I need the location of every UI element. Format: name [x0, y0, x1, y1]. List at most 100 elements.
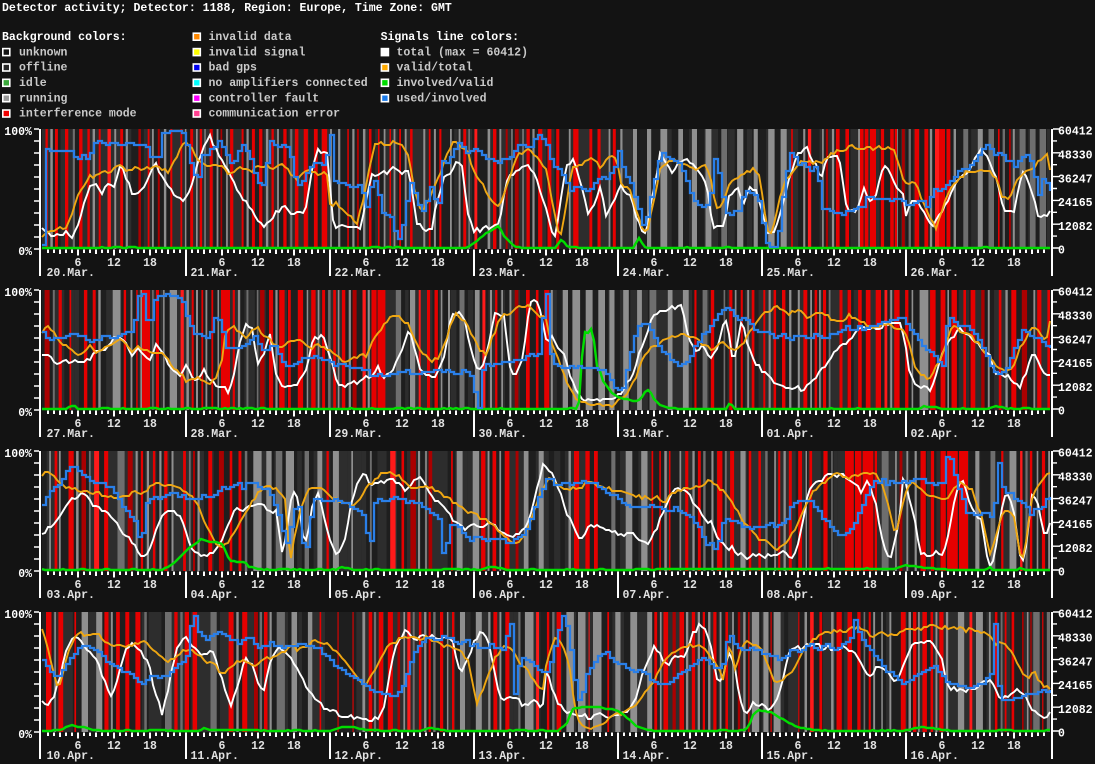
- svg-text:25.Mar.: 25.Mar.: [767, 267, 815, 280]
- svg-text:01.Apr.: 01.Apr.: [767, 428, 815, 441]
- svg-text:48330: 48330: [1058, 311, 1093, 324]
- svg-text:60412: 60412: [1058, 126, 1093, 139]
- svg-text:6: 6: [939, 579, 946, 592]
- svg-text:12: 12: [971, 257, 985, 270]
- svg-text:12: 12: [683, 257, 697, 270]
- svg-text:18: 18: [719, 257, 733, 270]
- svg-text:15.Apr.: 15.Apr.: [767, 750, 815, 763]
- svg-text:36247: 36247: [1058, 334, 1093, 347]
- svg-text:48330: 48330: [1058, 472, 1093, 485]
- svg-text:20.Mar.: 20.Mar.: [47, 267, 95, 280]
- svg-text:12: 12: [539, 418, 553, 431]
- svg-text:6: 6: [651, 257, 658, 270]
- svg-text:12082: 12082: [1058, 221, 1093, 234]
- svg-text:involved/valid: involved/valid: [397, 77, 494, 90]
- svg-text:29.Mar.: 29.Mar.: [335, 428, 383, 441]
- svg-text:controller fault: controller fault: [209, 92, 320, 105]
- svg-text:6: 6: [219, 257, 226, 270]
- svg-text:6: 6: [795, 418, 802, 431]
- svg-text:bad gps: bad gps: [209, 62, 257, 75]
- svg-text:18: 18: [575, 257, 589, 270]
- svg-text:18: 18: [1007, 257, 1021, 270]
- svg-text:6: 6: [219, 740, 226, 753]
- svg-text:Detector activity; Detector: 1: Detector activity; Detector: 1188, Regio…: [2, 2, 452, 15]
- svg-text:12: 12: [107, 740, 121, 753]
- svg-text:12: 12: [395, 418, 409, 431]
- svg-text:18: 18: [863, 579, 877, 592]
- svg-text:12082: 12082: [1058, 543, 1093, 556]
- svg-text:18: 18: [431, 257, 445, 270]
- svg-text:12: 12: [107, 579, 121, 592]
- svg-text:48330: 48330: [1058, 150, 1093, 163]
- svg-text:36247: 36247: [1058, 495, 1093, 508]
- svg-text:6: 6: [363, 418, 370, 431]
- svg-text:Signals line colors:: Signals line colors:: [381, 31, 519, 44]
- svg-text:12: 12: [395, 579, 409, 592]
- svg-text:18: 18: [719, 418, 733, 431]
- svg-text:12: 12: [539, 579, 553, 592]
- svg-text:14.Apr.: 14.Apr.: [623, 750, 671, 763]
- svg-text:22.Mar.: 22.Mar.: [335, 267, 383, 280]
- svg-text:36247: 36247: [1058, 173, 1093, 186]
- svg-text:12: 12: [971, 740, 985, 753]
- svg-text:6: 6: [651, 418, 658, 431]
- svg-text:24165: 24165: [1058, 680, 1093, 693]
- svg-text:unknown: unknown: [19, 46, 67, 59]
- svg-text:18: 18: [287, 257, 301, 270]
- svg-text:6: 6: [795, 740, 802, 753]
- svg-text:12: 12: [539, 257, 553, 270]
- svg-text:18: 18: [143, 579, 157, 592]
- svg-text:05.Apr.: 05.Apr.: [335, 589, 383, 602]
- svg-text:12082: 12082: [1058, 704, 1093, 717]
- svg-text:12: 12: [827, 418, 841, 431]
- svg-text:18: 18: [719, 579, 733, 592]
- svg-text:60412: 60412: [1058, 448, 1093, 461]
- svg-text:0: 0: [1058, 728, 1065, 741]
- svg-text:02.Apr.: 02.Apr.: [911, 428, 959, 441]
- svg-text:18: 18: [1007, 740, 1021, 753]
- svg-text:18: 18: [575, 418, 589, 431]
- svg-text:03.Apr.: 03.Apr.: [47, 589, 95, 602]
- svg-text:23.Mar.: 23.Mar.: [479, 267, 527, 280]
- svg-text:09.Apr.: 09.Apr.: [911, 589, 959, 602]
- svg-text:18: 18: [431, 418, 445, 431]
- svg-text:27.Mar.: 27.Mar.: [47, 428, 95, 441]
- svg-text:6: 6: [75, 418, 82, 431]
- svg-text:18: 18: [863, 257, 877, 270]
- svg-text:interference mode: interference mode: [19, 108, 137, 121]
- svg-text:0: 0: [1058, 245, 1065, 258]
- svg-text:12: 12: [395, 740, 409, 753]
- svg-text:12: 12: [251, 740, 265, 753]
- svg-text:0: 0: [1058, 567, 1065, 580]
- svg-text:6: 6: [219, 579, 226, 592]
- svg-text:invalid signal: invalid signal: [209, 46, 306, 59]
- svg-text:valid/total: valid/total: [397, 62, 473, 75]
- svg-text:13.Apr.: 13.Apr.: [479, 750, 527, 763]
- svg-text:6: 6: [795, 257, 802, 270]
- svg-text:6: 6: [651, 579, 658, 592]
- svg-text:6: 6: [507, 579, 514, 592]
- svg-text:6: 6: [363, 257, 370, 270]
- svg-text:18: 18: [287, 740, 301, 753]
- svg-text:06.Apr.: 06.Apr.: [479, 589, 527, 602]
- svg-text:12: 12: [107, 257, 121, 270]
- svg-text:60412: 60412: [1058, 287, 1093, 300]
- svg-text:12: 12: [251, 579, 265, 592]
- svg-text:10.Apr.: 10.Apr.: [47, 750, 95, 763]
- svg-text:12: 12: [683, 740, 697, 753]
- svg-text:6: 6: [939, 257, 946, 270]
- svg-text:6: 6: [651, 740, 658, 753]
- svg-text:18: 18: [863, 418, 877, 431]
- svg-text:18: 18: [1007, 418, 1021, 431]
- svg-text:24165: 24165: [1058, 197, 1093, 210]
- svg-text:12: 12: [971, 418, 985, 431]
- svg-text:0: 0: [1058, 406, 1065, 419]
- svg-text:offline: offline: [19, 62, 67, 75]
- svg-text:Background colors:: Background colors:: [2, 31, 127, 44]
- svg-text:18: 18: [575, 740, 589, 753]
- svg-text:36247: 36247: [1058, 656, 1093, 669]
- svg-text:12: 12: [827, 257, 841, 270]
- svg-text:28.Mar.: 28.Mar.: [191, 428, 239, 441]
- svg-text:communication error: communication error: [209, 108, 341, 121]
- svg-text:6: 6: [219, 418, 226, 431]
